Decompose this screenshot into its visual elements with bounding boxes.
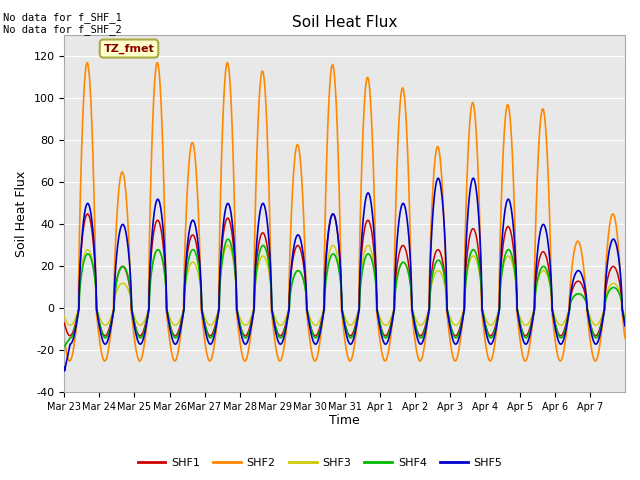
Y-axis label: Soil Heat Flux: Soil Heat Flux (15, 171, 28, 257)
Text: No data for f_SHF_2: No data for f_SHF_2 (3, 24, 122, 35)
Title: Soil Heat Flux: Soil Heat Flux (292, 15, 397, 30)
Legend: SHF1, SHF2, SHF3, SHF4, SHF5: SHF1, SHF2, SHF3, SHF4, SHF5 (133, 453, 507, 472)
Text: No data for f_SHF_1: No data for f_SHF_1 (3, 12, 122, 23)
X-axis label: Time: Time (330, 414, 360, 427)
Text: TZ_fmet: TZ_fmet (104, 43, 154, 54)
